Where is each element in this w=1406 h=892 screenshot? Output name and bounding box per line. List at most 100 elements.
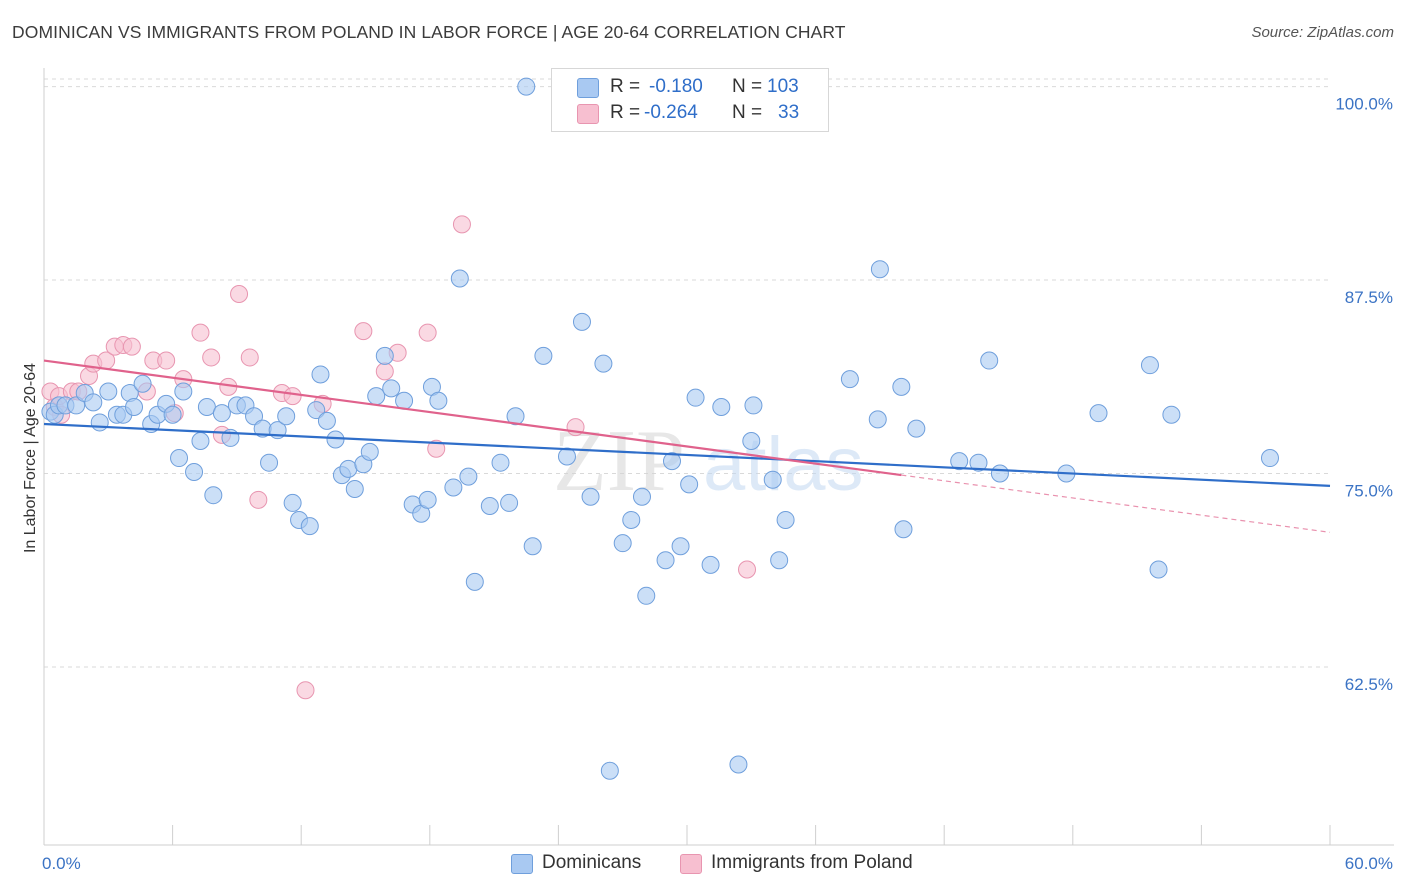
data-point-dominicans [572, 312, 591, 331]
legend-swatch-blue [577, 78, 599, 98]
data-point-dominicans [191, 432, 210, 451]
data-point-dominicans [980, 351, 999, 370]
trend-line-poland-extension [901, 474, 1331, 533]
data-point-poland [240, 348, 259, 367]
data-point-dominicans [212, 404, 231, 423]
data-point-dominicans [712, 397, 731, 416]
data-point-dominicans [418, 490, 437, 509]
data-point-dominicans [174, 382, 193, 401]
data-point-poland [354, 322, 373, 341]
data-point-poland [418, 323, 437, 342]
data-point-dominicans [742, 432, 761, 451]
data-point-dominicans [450, 269, 469, 288]
data-point-poland [191, 323, 210, 342]
data-point-dominicans [969, 453, 988, 472]
data-point-dominicans [600, 761, 619, 780]
data-point-dominicans [840, 370, 859, 389]
y-tick-label: 75.0% [1345, 482, 1393, 501]
data-point-dominicans [395, 391, 414, 410]
data-point-poland [230, 284, 249, 303]
data-point-poland [249, 490, 268, 509]
legend-n-label: N = [732, 76, 763, 97]
data-point-poland [283, 387, 302, 406]
bottom-legend-label-dominicans: Dominicans [542, 852, 642, 873]
legend-n-value: 103 [767, 76, 799, 97]
data-point-dominicans [465, 572, 484, 591]
data-point-dominicans [367, 387, 386, 406]
data-point-dominicans [260, 453, 279, 472]
data-point-dominicans [907, 419, 926, 438]
data-point-poland [452, 215, 471, 234]
data-point-dominicans [1162, 405, 1181, 424]
data-point-dominicans [770, 551, 789, 570]
data-point-poland [738, 560, 757, 579]
data-point-dominicans [517, 77, 536, 96]
axes [43, 68, 1394, 846]
trend-line-dominicans [43, 422, 1331, 488]
x-tick-label: 0.0% [42, 854, 81, 873]
data-point-dominicans [382, 379, 401, 398]
data-point-dominicans [868, 410, 887, 429]
data-point-dominicans [311, 365, 330, 384]
data-point-dominicans [776, 510, 795, 529]
trend-lines [43, 359, 1331, 533]
legend-r-value: -0.180 [649, 76, 703, 97]
data-point-poland [296, 681, 315, 700]
bottom-legend-label-poland: Immigrants from Poland [711, 852, 913, 873]
y-tick-label: 62.5% [1345, 675, 1393, 694]
series-dominicans [41, 77, 1279, 780]
data-point-dominicans [594, 354, 613, 373]
y-axis-label: In Labor Force | Age 20-64 [22, 363, 39, 553]
data-point-dominicans [197, 397, 216, 416]
data-point-dominicans [429, 391, 448, 410]
legend-swatch-pink [577, 104, 599, 124]
data-point-dominicans [557, 447, 576, 466]
data-point-dominicans [534, 346, 553, 365]
data-point-dominicans [729, 755, 748, 774]
y-tick-label: 100.0% [1335, 95, 1393, 114]
data-point-dominicans [701, 555, 720, 574]
y-tick-label: 87.5% [1345, 288, 1393, 307]
correlation-legend: R = -0.180 N = 103 R = -0.264 N = 33 [551, 68, 829, 132]
data-point-dominicans [345, 480, 364, 499]
data-point-dominicans [1149, 560, 1168, 579]
bottom-legend-swatch-pink [680, 854, 702, 874]
tick-labels: 62.5% 75.0% 87.5% 100.0% 0.0% 60.0% [42, 95, 1393, 873]
legend-r-label: R = [610, 102, 641, 123]
data-point-dominicans [307, 401, 326, 420]
data-point-dominicans [185, 462, 204, 481]
data-point-dominicans [950, 452, 969, 471]
data-point-dominicans [990, 464, 1009, 483]
data-point-dominicans [163, 405, 182, 424]
data-point-dominicans [1260, 449, 1279, 468]
data-point-dominicans [763, 470, 782, 489]
legend-r-value: -0.264 [644, 102, 698, 123]
legend-r-label: R = [610, 76, 641, 97]
data-point-dominicans [894, 520, 913, 539]
data-point-dominicans [632, 487, 651, 506]
data-point-dominicans [459, 467, 478, 486]
data-point-dominicans [491, 453, 510, 472]
source-label: Source: ZipAtlas.com [1251, 24, 1394, 41]
x-tick-label: 60.0% [1345, 854, 1393, 873]
legend-n-label: N = [732, 102, 763, 123]
data-point-dominicans [613, 534, 632, 553]
data-point-dominicans [317, 411, 336, 430]
trend-line-poland [43, 359, 902, 477]
data-point-dominicans [125, 397, 144, 416]
data-point-dominicans [1089, 404, 1108, 423]
data-point-dominicans [744, 396, 763, 415]
data-point-poland [122, 337, 141, 356]
data-point-dominicans [686, 388, 705, 407]
data-point-dominicans [339, 459, 358, 478]
data-point-dominicans [662, 452, 681, 471]
chart-title: DOMINICAN VS IMMIGRANTS FROM POLAND IN L… [12, 22, 846, 42]
data-point-dominicans [326, 430, 345, 449]
grid-lines [44, 78, 1330, 668]
data-point-dominicans [375, 346, 394, 365]
data-point-dominicans [500, 493, 519, 512]
data-point-dominicans [99, 382, 118, 401]
data-point-dominicans [622, 510, 641, 529]
data-point-dominicans [360, 442, 379, 461]
